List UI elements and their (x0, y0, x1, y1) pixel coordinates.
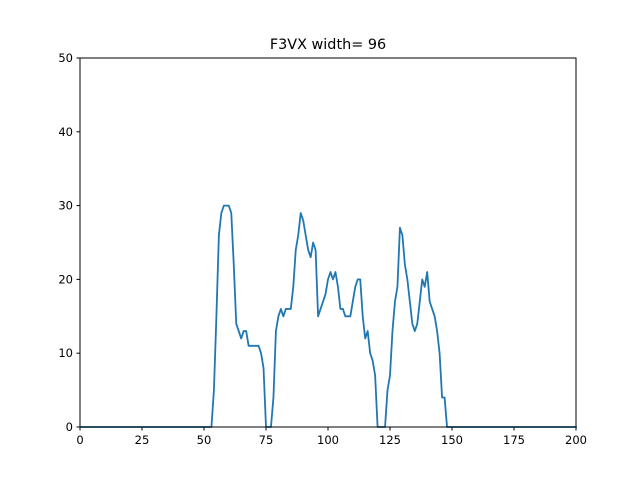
series-line (79, 204, 577, 428)
chart-title: F3VX width= 96 (270, 37, 386, 53)
x-axis-ticks: 0 25 50 75 100 125 150 175 200 (76, 427, 587, 447)
y-tick-label: 40 (58, 125, 73, 139)
x-tick-label: 75 (259, 433, 274, 447)
x-tick-label: 0 (76, 433, 83, 447)
x-tick-label: 125 (379, 433, 401, 447)
y-tick-label: 30 (58, 199, 73, 213)
y-tick-label: 10 (58, 346, 73, 360)
x-tick-label: 200 (565, 433, 587, 447)
x-tick-label: 25 (135, 433, 150, 447)
y-tick-label: 0 (66, 420, 73, 434)
x-tick-label: 100 (317, 433, 339, 447)
plot-area-frame (79, 57, 577, 428)
y-tick-label: 20 (58, 272, 73, 286)
y-tick-label: 50 (58, 51, 73, 65)
y-axis-ticks: 0 10 20 30 40 50 (58, 51, 80, 434)
x-tick-label: 175 (503, 433, 525, 447)
x-tick-label: 150 (441, 433, 463, 447)
x-tick-label: 50 (197, 433, 212, 447)
